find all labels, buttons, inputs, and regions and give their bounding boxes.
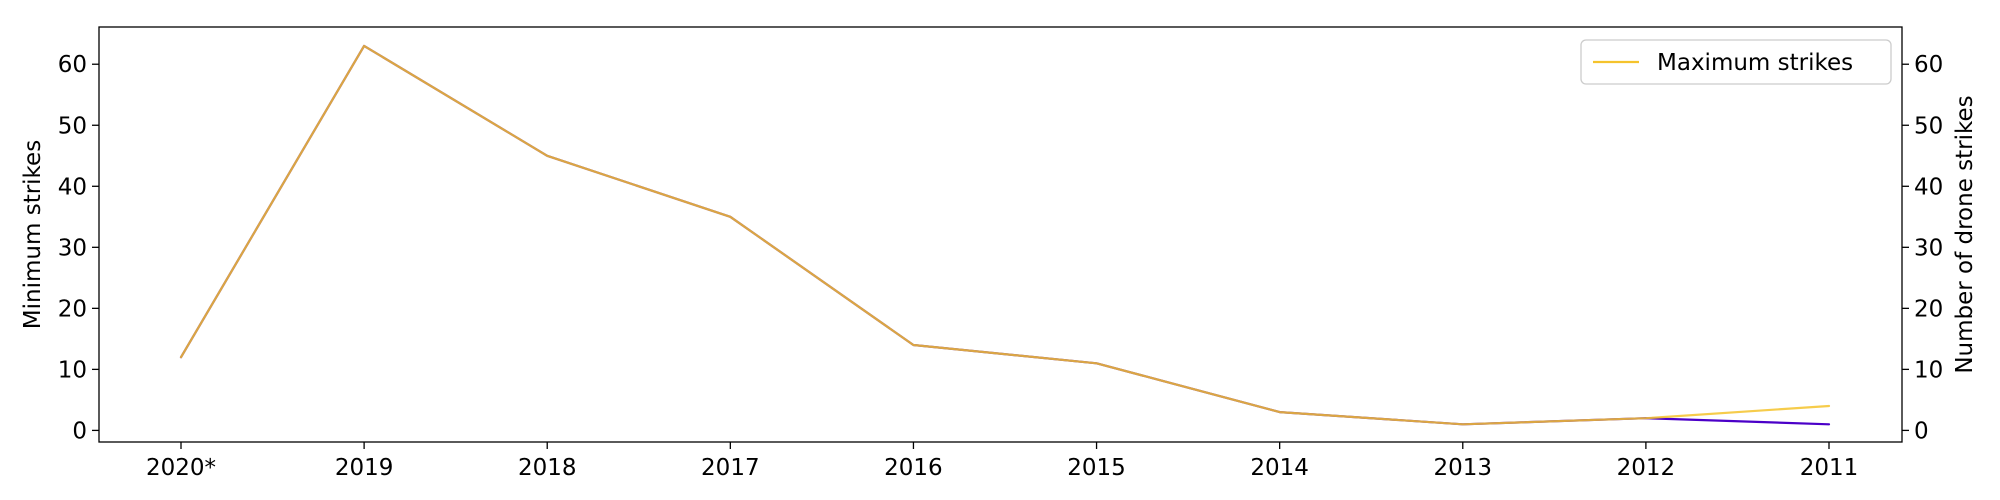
right-axis-title: Number of drone strikes: [1952, 95, 1978, 373]
right-y-tick-label: 50: [1914, 113, 1943, 139]
right-y-tick-label: 20: [1914, 296, 1943, 322]
plot-frame: [98, 26, 1903, 443]
left-y-tick-label: 20: [58, 296, 87, 322]
x-tick-label: 2012: [1617, 455, 1676, 481]
right-y-tick-label: 40: [1914, 174, 1943, 200]
x-tick-label: 2016: [884, 455, 943, 481]
legend-label-maximum-strikes: Maximum strikes: [1657, 50, 1853, 76]
left-y-tick-label: 10: [58, 357, 87, 383]
x-axis: 2020* 2019 2018 2017 2016 2015 2014 2013 2012 201…: [146, 442, 1858, 481]
x-tick-label: 2018: [518, 455, 577, 481]
right-y-tick-label: 30: [1914, 235, 1943, 261]
series-line-left: [179, 44, 1831, 426]
left-y-tick-label: 0: [72, 418, 87, 444]
x-tick-label: 2020*: [146, 455, 216, 481]
legend-box: [1580, 39, 1892, 85]
legend: Maximum strikes: [1580, 39, 1892, 85]
x-tick-label: 2017: [701, 455, 760, 481]
x-tick-label: 2014: [1250, 455, 1309, 481]
right-y-tick-label: 10: [1914, 357, 1943, 383]
left-y-axis: 0 10 20 30 40 50 60: [58, 52, 99, 444]
x-tick-label: 2013: [1434, 455, 1493, 481]
right-y-tick-label: 0: [1914, 418, 1929, 444]
x-tick-label: 2015: [1067, 455, 1126, 481]
left-y-tick-label: 60: [58, 52, 87, 78]
series-line-right: [179, 44, 1831, 426]
left-y-tick-label: 50: [58, 113, 87, 139]
left-axis-title: Minimum strikes: [20, 140, 46, 329]
x-tick-label: 2011: [1800, 455, 1859, 481]
left-y-tick-label: 40: [58, 174, 87, 200]
plot-area: [179, 44, 1831, 426]
left-y-tick-label: 30: [58, 235, 87, 261]
x-tick-label: 2019: [335, 455, 394, 481]
right-y-tick-label: 60: [1914, 52, 1943, 78]
right-y-axis: 0 10 20 30 40 50 60: [1902, 52, 1943, 444]
